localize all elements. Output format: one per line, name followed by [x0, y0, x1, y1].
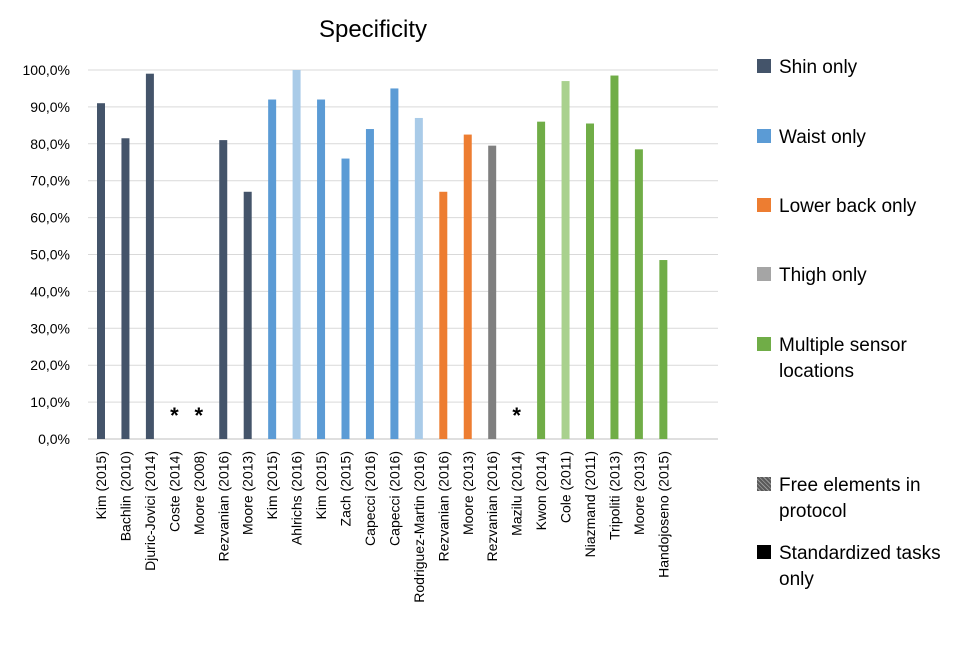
y-tick-label: 80,0%: [30, 136, 70, 152]
chart-title: Specificity: [319, 16, 427, 43]
missing-marker: *: [195, 403, 204, 428]
legend-swatch-waist-only: [757, 129, 771, 143]
legend-item-shin-only: Shin only: [757, 55, 968, 81]
legend-swatch-shin-only: [757, 59, 771, 73]
missing-marker: *: [170, 403, 179, 428]
x-tick-label: Kwon (2014): [533, 451, 549, 530]
bar: [561, 81, 570, 439]
x-tick-label: Tripoliti (2013): [606, 451, 622, 540]
y-tick-label: 70,0%: [30, 173, 70, 189]
x-tick-label: Moore (2013): [631, 451, 647, 535]
legend-label: Free elements in protocol: [779, 475, 921, 522]
bar: [488, 145, 497, 439]
bar: [145, 73, 154, 439]
y-tick-label: 0,0%: [38, 431, 70, 447]
legend-item-free-elements: Free elements in protocol: [757, 473, 968, 525]
x-tick-label: Bachlin (2010): [117, 451, 133, 541]
legend-item-thigh-only: Thigh only: [757, 263, 968, 289]
x-tick-label: Rezvanian (2016): [215, 451, 231, 562]
legend-item-lower-back-only: Lower back only: [757, 194, 968, 220]
x-tick-label: Niazmand (2011): [582, 451, 598, 557]
x-tick-label: Moore (2013): [240, 451, 256, 535]
x-tick-label: Kim (2015): [313, 451, 329, 519]
bar: [439, 191, 448, 439]
legend-swatch-multiple-sensor-locations: [757, 337, 771, 351]
x-tick-label: Mazilu (2014): [509, 451, 525, 536]
legend-label: Standardized tasks only: [779, 543, 941, 590]
bar: [634, 149, 643, 439]
legend-swatch-free-elements: [757, 477, 771, 491]
legend-swatch-lower-back-only: [757, 198, 771, 212]
x-tick-label: Capecci (2016): [386, 451, 402, 546]
legend-label: Shin only: [779, 57, 858, 78]
y-tick-label: 30,0%: [30, 320, 70, 336]
y-tick-label: 40,0%: [30, 283, 70, 299]
x-tick-label: Kim (2015): [264, 451, 280, 519]
bar: [586, 123, 594, 439]
y-tick-label: 20,0%: [30, 357, 70, 373]
bar: [659, 260, 668, 439]
x-tick-label: Moore (2013): [460, 451, 476, 535]
legend-item-multiple-sensor-locations: Multiple sensor locations: [757, 333, 968, 385]
x-tick-label: Handojoseno (2015): [655, 451, 671, 578]
bar: [365, 129, 374, 440]
bar: [268, 99, 277, 440]
x-tick-label: Capecci (2016): [362, 451, 378, 546]
x-tick-label: Rodriguez-Martin (2016): [411, 451, 427, 603]
y-tick-label: 100,0%: [23, 62, 70, 78]
y-tick-label: 90,0%: [30, 99, 70, 115]
bar: [463, 134, 472, 439]
x-tick-label: Coste (2014): [166, 451, 182, 532]
x-tick-label: Djuric-Jovici (2014): [142, 451, 158, 571]
x-tick-label: Moore (2008): [191, 451, 207, 535]
legend-label: Multiple sensor locations: [779, 335, 907, 382]
bar: [121, 138, 130, 439]
legend-label: Thigh only: [779, 265, 867, 286]
y-tick-label: 50,0%: [30, 247, 70, 263]
bar: [414, 117, 423, 439]
legend-label: Waist only: [779, 127, 866, 148]
legend-item-waist-only: Waist only: [757, 125, 968, 151]
bar: [610, 75, 619, 439]
x-tick-label: Cole (2011): [558, 451, 574, 523]
bar: [390, 88, 399, 439]
legend-swatch-thigh-only: [757, 267, 771, 281]
x-tick-label: Kim (2015): [93, 451, 109, 519]
bar: [537, 121, 546, 439]
missing-marker: *: [512, 403, 521, 428]
x-tick-label: Zach (2015): [338, 451, 354, 526]
bar: [341, 158, 350, 439]
legend-item-standardized-tasks: Standardized tasks only: [757, 541, 968, 593]
bar: [317, 99, 326, 440]
bar: [97, 103, 105, 440]
bar: [219, 140, 228, 440]
legend-label: Lower back only: [779, 196, 917, 217]
x-tick-label: Ahlrichs (2016): [289, 451, 305, 545]
x-tick-label: Rezvanian (2016): [435, 451, 451, 562]
y-tick-label: 10,0%: [30, 394, 70, 410]
chart-legend: Shin only Waist only Lower back only Thi…: [757, 0, 968, 644]
bar: [292, 70, 301, 439]
y-tick-label: 60,0%: [30, 210, 70, 226]
legend-swatch-standardized-tasks: [757, 545, 771, 559]
x-tick-label: Rezvanian (2016): [484, 451, 500, 562]
bar: [243, 191, 252, 439]
